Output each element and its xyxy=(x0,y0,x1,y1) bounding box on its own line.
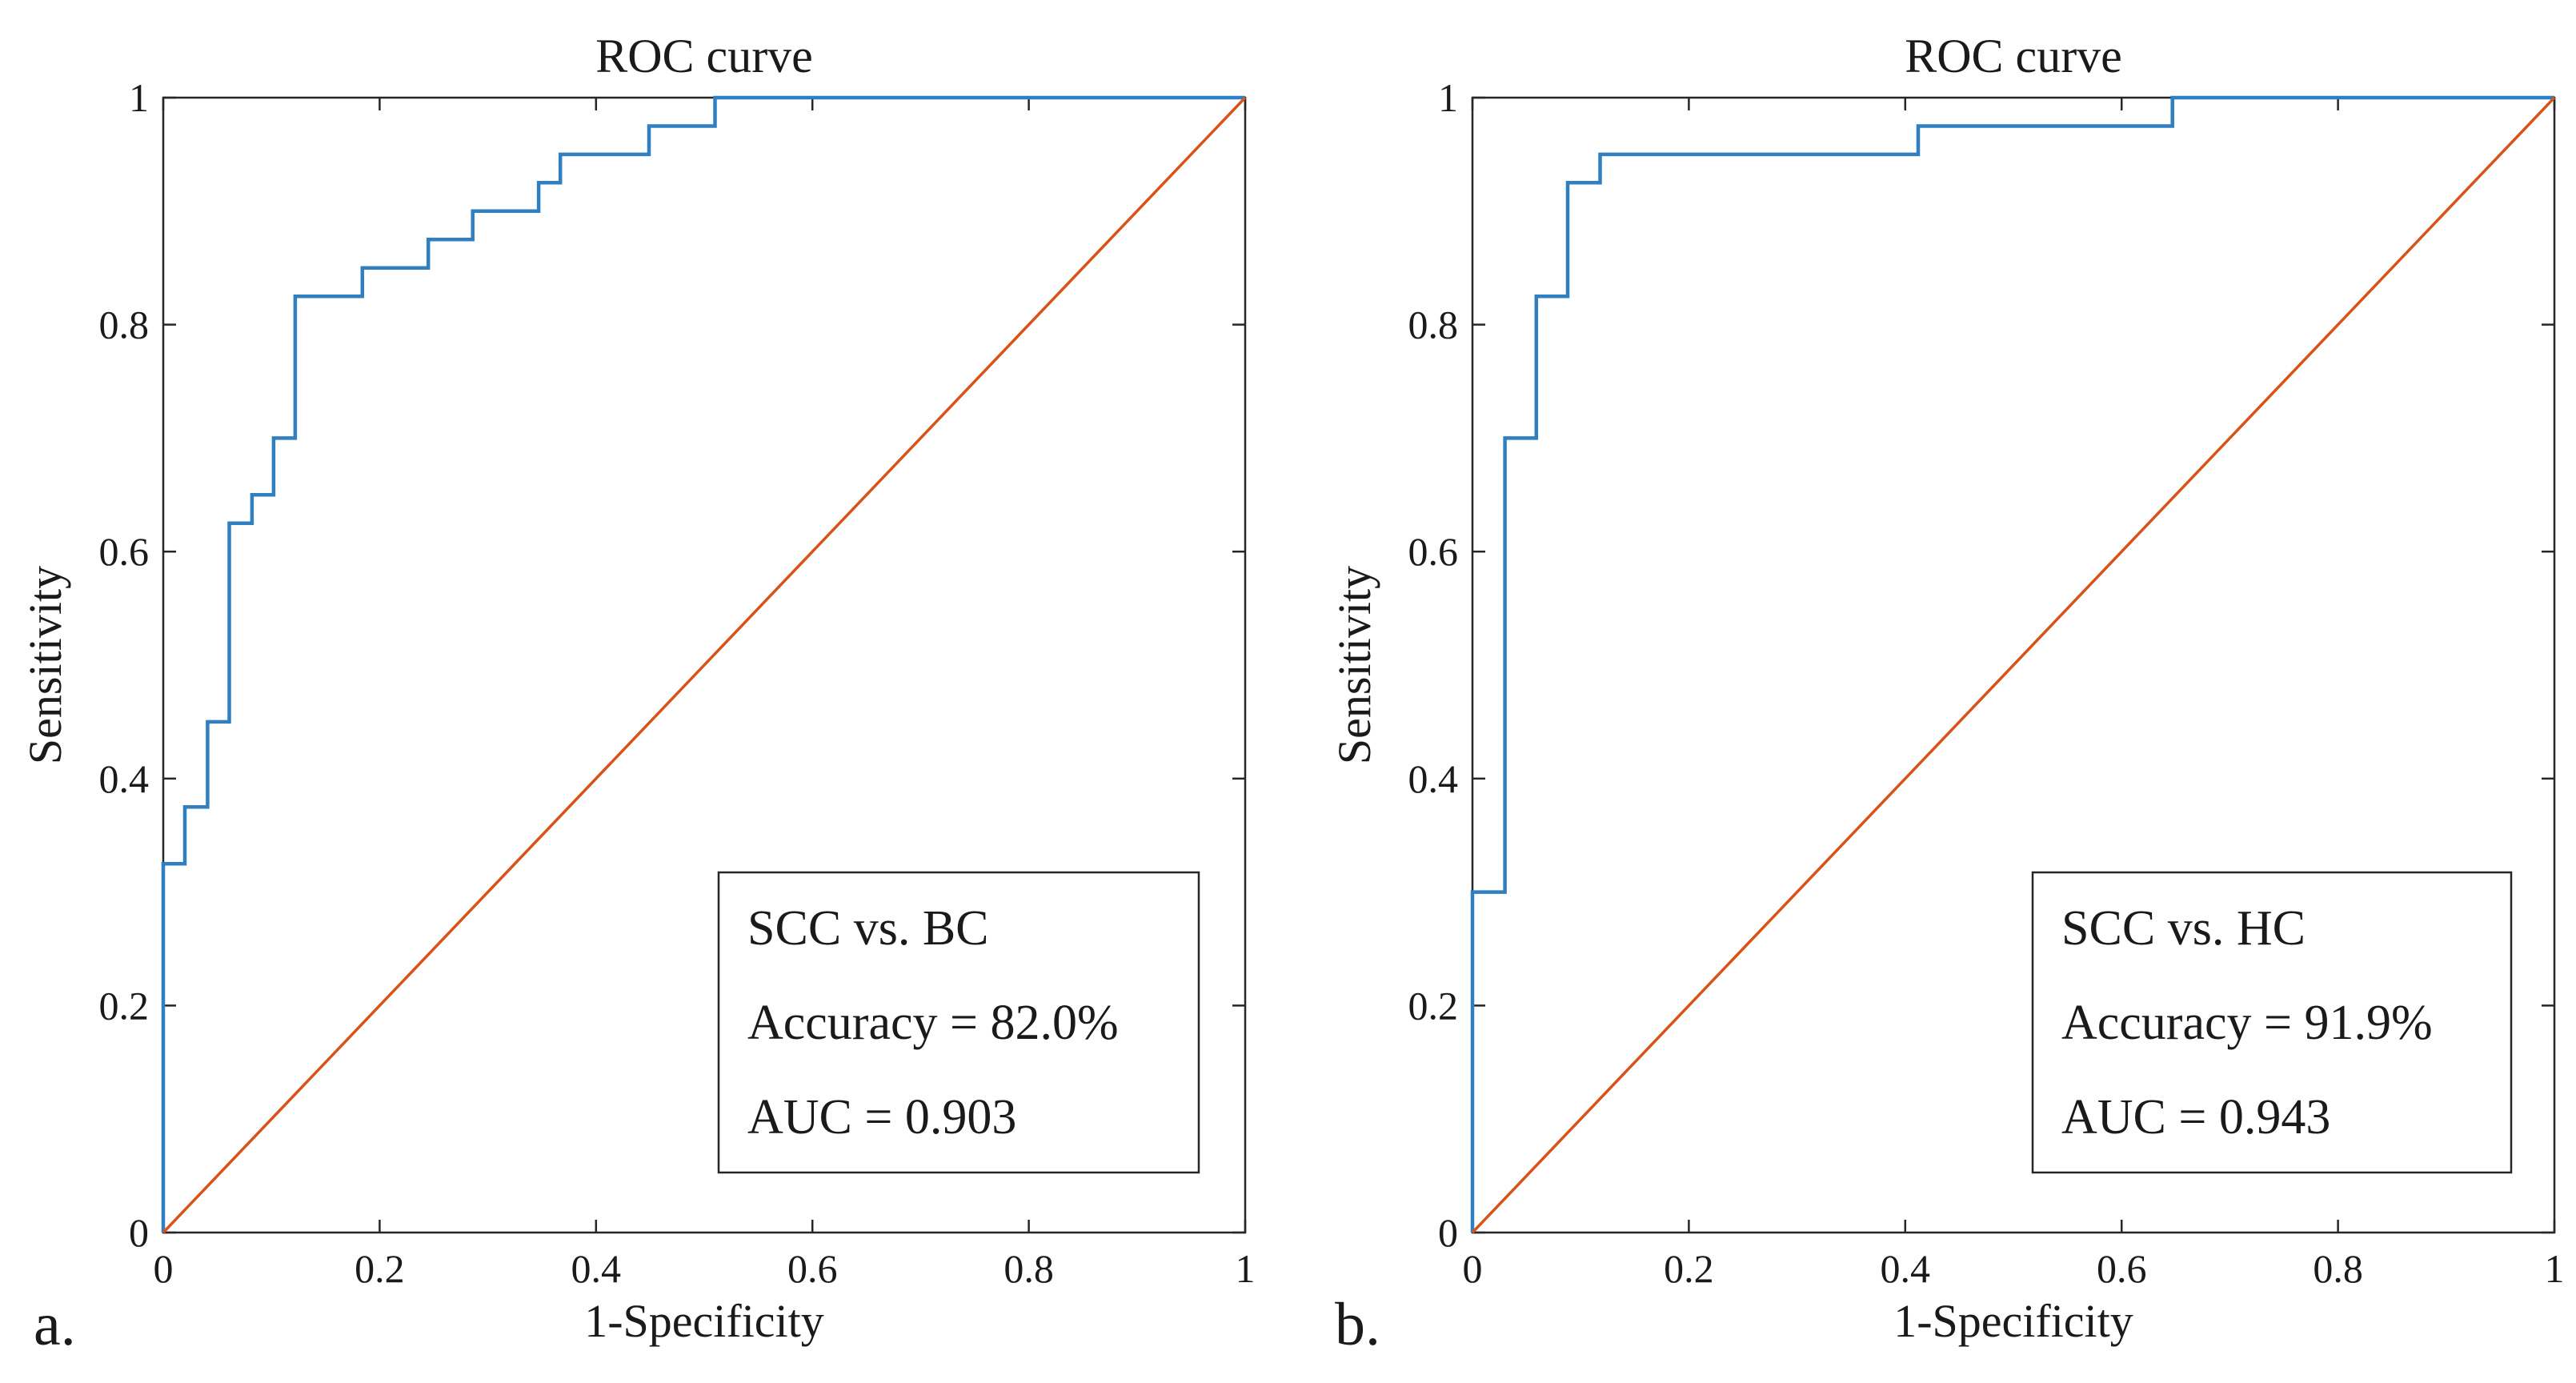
y-tick-label: 0.8 xyxy=(1408,303,1459,347)
y-tick-label: 0.6 xyxy=(1408,529,1459,574)
y-axis-label: Sensitivity xyxy=(1328,566,1380,764)
y-tick-label: 1 xyxy=(1438,75,1458,120)
annotation-box xyxy=(2031,871,2513,1174)
panel-label: b. xyxy=(1335,1291,1380,1358)
chance-diagonal-line xyxy=(1471,96,2556,1234)
y-tick-label: 0.4 xyxy=(99,756,150,801)
y-tick-label: 0 xyxy=(1438,1210,1458,1255)
roc-curve-line xyxy=(161,95,1245,1233)
auc-label: AUC = 0.903 xyxy=(747,1090,1016,1144)
x-tick-label: 0.4 xyxy=(1881,1246,1931,1291)
x-tick-label: 0 xyxy=(154,1246,174,1291)
annotation-box xyxy=(717,871,1200,1174)
comparison-label: SCC vs. BC xyxy=(747,901,989,956)
chart-title: ROC curve xyxy=(595,30,813,82)
x-tick-label: 0.6 xyxy=(787,1246,838,1291)
chart-title: ROC curve xyxy=(1905,30,2122,82)
y-tick-label: 0.2 xyxy=(1408,983,1459,1028)
accuracy-label: Accuracy = 91.9% xyxy=(2061,996,2433,1050)
comparison-label: SCC vs. HC xyxy=(2061,901,2306,956)
panel-label: a. xyxy=(34,1291,76,1358)
roc-panel-a: 0 0.2 0.4 0.6 0.8 1 0 0.2 0.4 0.6 0.8 1 ROC curve 1-S… xyxy=(19,30,1256,1358)
x-tick-label: 1 xyxy=(2545,1246,2565,1291)
x-tick-label: 0.2 xyxy=(355,1246,405,1291)
chance-diagonal-line xyxy=(162,96,1247,1234)
accuracy-label: Accuracy = 82.0% xyxy=(747,996,1119,1050)
roc-curve-line xyxy=(1470,95,2554,1233)
x-tick-label: 0 xyxy=(1463,1246,1483,1291)
plot-frame xyxy=(1471,96,2556,1234)
x-tick-label: 0.4 xyxy=(571,1246,622,1291)
y-tick-label: 0.4 xyxy=(1408,756,1459,801)
x-tick-label: 0.8 xyxy=(1004,1246,1054,1291)
x-tick-label: 1 xyxy=(1236,1246,1256,1291)
y-axis-label: Sensitivity xyxy=(19,566,71,764)
auc-label: AUC = 0.943 xyxy=(2061,1090,2330,1144)
roc-panel-b: 0 0.2 0.4 0.6 0.8 1 0 0.2 0.4 0.6 0.8 1 ROC curve 1-S… xyxy=(1328,30,2565,1358)
x-tick-label: 0.6 xyxy=(2097,1246,2147,1291)
x-tick-label: 0.8 xyxy=(2313,1246,2363,1291)
x-tick-label: 0.2 xyxy=(1664,1246,1714,1291)
y-tick-label: 1 xyxy=(129,75,149,120)
y-tick-label: 0.2 xyxy=(99,983,150,1028)
plot-frame xyxy=(162,96,1247,1234)
x-axis-label: 1-Specificity xyxy=(1893,1295,2133,1347)
y-tick-label: 0 xyxy=(129,1210,149,1255)
y-tick-label: 0.8 xyxy=(99,303,150,347)
x-axis-label: 1-Specificity xyxy=(584,1295,824,1347)
y-tick-label: 0.6 xyxy=(99,529,150,574)
